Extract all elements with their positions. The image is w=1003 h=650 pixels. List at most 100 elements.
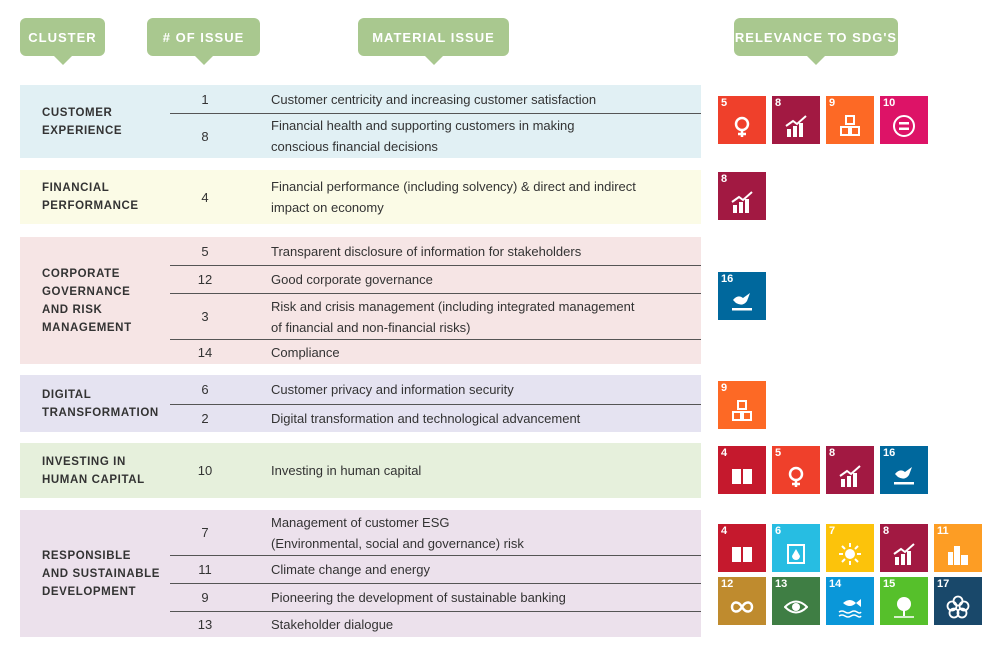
issue-number: 10: [197, 463, 213, 478]
cluster-label: RESPONSIBLE AND SUSTAINABLE DEVELOPMENT: [42, 549, 161, 598]
cluster-block: RESPONSIBLE AND SUSTAINABLE DEVELOPMENT 7…: [20, 510, 701, 637]
sdg-12-tile: 12: [718, 577, 766, 625]
sdg-icon-group: 5 8 9 10: [718, 96, 928, 144]
cluster-label: INVESTING IN HUMAN CAPITAL: [42, 455, 145, 486]
cluster-block: CORPORATE GOVERNANCE AND RISK MANAGEMENT…: [20, 237, 701, 364]
sdg-number: 16: [883, 447, 896, 459]
sdg-11-tile: 11: [934, 524, 982, 572]
book-icon: [732, 469, 752, 484]
cubes-icon: [732, 400, 752, 421]
buildings-icon: [948, 546, 968, 565]
dove-icon: [732, 293, 752, 311]
sdg-4-tile: 4: [718, 524, 766, 572]
issue-number: 5: [201, 243, 209, 259]
issue-row: 14 Compliance: [170, 339, 701, 364]
issue-row: 6 Customer privacy and information securi…: [170, 375, 701, 404]
material-issue-text: Management of customer ESG (Environmenta…: [271, 514, 524, 551]
sdg-number: 11: [937, 525, 949, 537]
issue-number: 6: [201, 382, 209, 397]
sdg-icon-group: 4 5 8 16: [718, 446, 928, 494]
issue-row: 3 Risk and crisis management (including i…: [170, 293, 701, 339]
sdg-icon-group: 8: [718, 172, 766, 220]
material-issue-text: Financial performance (including solvenc…: [271, 179, 636, 215]
sdg-number: 4: [721, 447, 728, 459]
issue-number: 14: [197, 344, 213, 360]
cluster-label: CORPORATE GOVERNANCE AND RISK MANAGEMENT: [42, 267, 132, 334]
cluster-block: INVESTING IN HUMAN CAPITAL 10 Investing in…: [20, 443, 701, 498]
issue-row: 8 Financial health and supporting custome…: [170, 113, 701, 158]
sdg-8-tile: 8: [718, 172, 766, 220]
gender-icon: [788, 466, 804, 487]
material-issue-text: Transparent disclosure of information fo…: [271, 243, 582, 259]
sdg-number: 16: [721, 273, 734, 285]
cluster-label: CUSTOMER EXPERIENCE: [42, 106, 123, 137]
sdg-number: 12: [721, 578, 734, 590]
equality-icon: [893, 115, 915, 137]
issue-row: 2 Digital transformation and technologica…: [170, 404, 701, 432]
material-issue-text: Financial health and supporting customer…: [271, 118, 575, 154]
growth-chart-icon: [893, 543, 915, 565]
sdg-6-tile: 6: [772, 524, 820, 572]
sdg-number: 8: [883, 525, 890, 537]
sdg-number: 10: [883, 97, 896, 109]
material-issue-text: Good corporate governance: [271, 272, 433, 287]
issue-number: 9: [201, 590, 209, 605]
sdg-number: 15: [883, 578, 896, 590]
cluster-block: FINANCIAL PERFORMANCE 4 Financial performa…: [20, 170, 701, 224]
sdg-5-tile: 5: [772, 446, 820, 494]
sdg-14-tile: 14: [826, 577, 874, 625]
issue-number: 7: [201, 525, 209, 540]
issue-row: 10 Investing in human capital: [170, 443, 701, 498]
sdg-8-tile: 8: [826, 446, 874, 494]
sdg-number: 13: [775, 578, 788, 590]
sdg-9-tile: 9: [718, 381, 766, 429]
sdg-10-tile: 10: [880, 96, 928, 144]
infinity-icon: [730, 601, 754, 613]
issue-row: 5 Transparent disclosure of information f…: [170, 237, 701, 265]
header-num-issue: # OF ISSUE: [147, 18, 260, 65]
sdg-number: 5: [721, 97, 728, 109]
issue-number: 8: [201, 128, 209, 144]
growth-chart-icon: [839, 465, 861, 487]
dove-icon: [894, 467, 914, 485]
book-icon: [732, 547, 752, 562]
flower-rings-icon: [946, 595, 970, 619]
growth-chart-icon: [785, 115, 807, 137]
issue-number: 4: [201, 189, 209, 205]
sdg-8-tile: 8: [772, 96, 820, 144]
sun-icon: [839, 543, 861, 565]
sdg-17-tile: 17: [934, 577, 982, 625]
sdg-4-tile: 4: [718, 446, 766, 494]
fish-icon: [838, 599, 862, 618]
tree-icon: [894, 597, 914, 618]
sdg-number: 14: [829, 578, 842, 590]
issue-row: 13 Stakeholder dialogue: [170, 611, 701, 637]
sdg-icon-group: 16: [718, 272, 766, 320]
material-issue-text: Customer privacy and information securit…: [271, 382, 514, 397]
sdg-5-tile: 5: [718, 96, 766, 144]
water-drop-icon: [787, 544, 805, 564]
material-issue-text: Pioneering the development of sustainabl…: [271, 590, 566, 605]
issue-number: 12: [197, 272, 213, 287]
sdg-number: 17: [937, 578, 950, 590]
sdg-8-tile: 8: [880, 524, 928, 572]
issue-row: 12 Good corporate governance: [170, 265, 701, 293]
material-issue-text: Compliance: [271, 344, 340, 360]
sdg-9-tile: 9: [826, 96, 874, 144]
sdg-number: 7: [829, 525, 836, 537]
material-issue-text: Customer centricity and increasing custo…: [271, 91, 597, 107]
growth-chart-icon: [731, 191, 753, 213]
cubes-icon: [840, 115, 860, 136]
issue-number: 13: [197, 617, 213, 632]
material-issue-text: Climate change and energy: [271, 562, 430, 577]
sdg-icon-group: 4 6 7 8 11 12 13 14 15 17: [718, 524, 982, 625]
sdg-number: 4: [721, 525, 728, 537]
sdg-number: 8: [721, 173, 728, 185]
header-material-issue: MATERIAL ISSUE: [358, 18, 509, 65]
material-issue-text: Stakeholder dialogue: [271, 617, 394, 632]
sdg-number: 8: [775, 97, 782, 109]
issue-row: 4 Financial performance (including solven…: [170, 170, 701, 224]
issue-number: 3: [201, 309, 209, 324]
material-issue-text: Investing in human capital: [271, 463, 422, 478]
sdg-7-tile: 7: [826, 524, 874, 572]
